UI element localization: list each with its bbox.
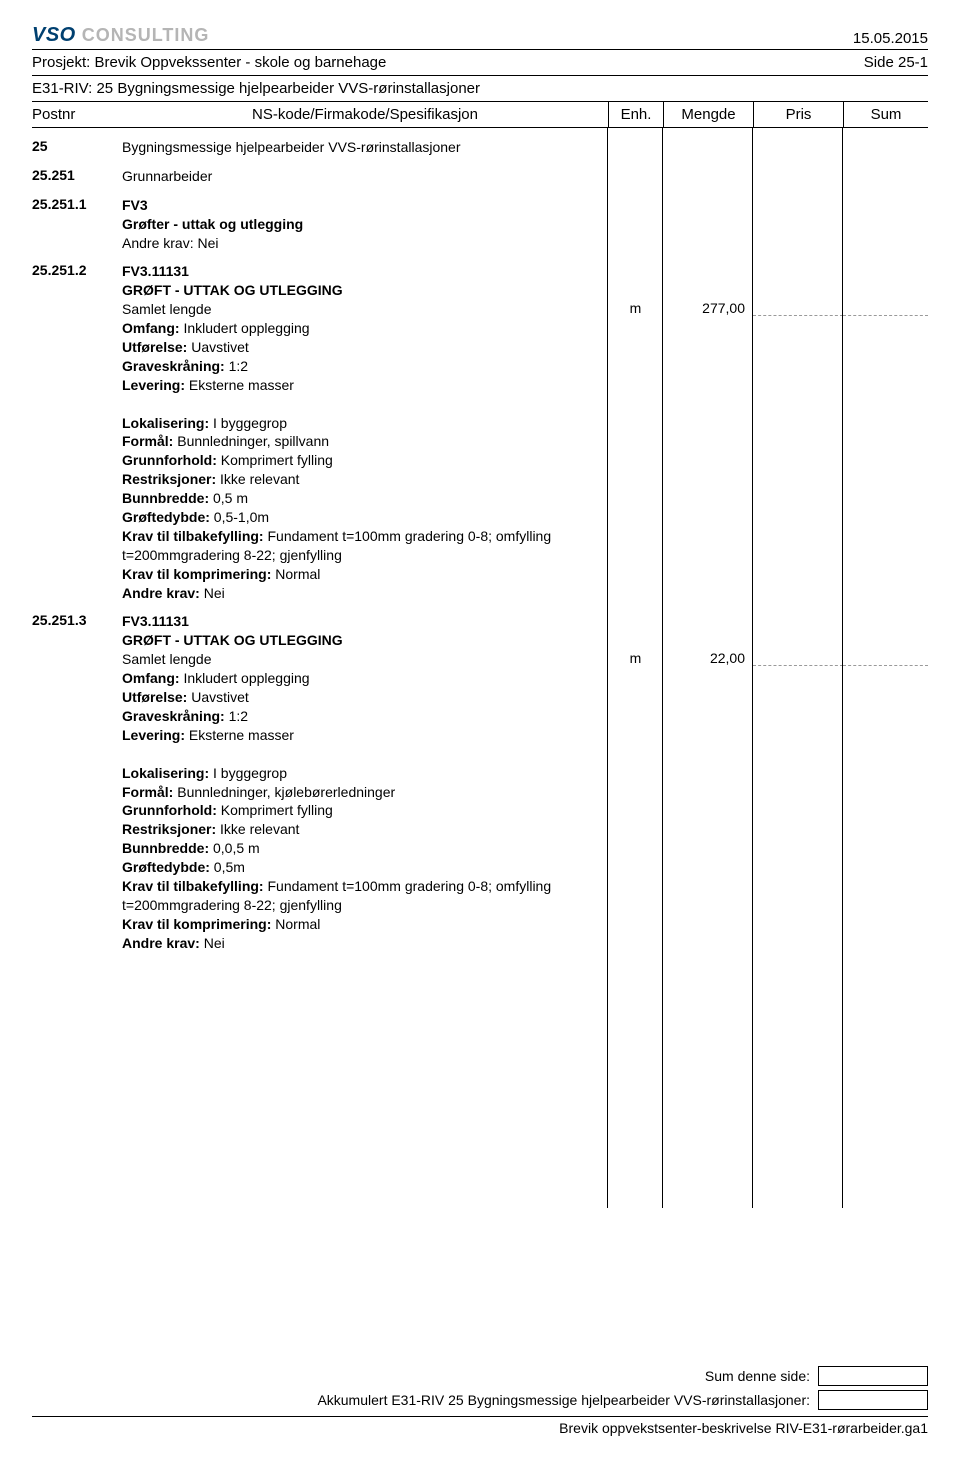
table-row: Omfang: Inkludert opplegging Utførelse: … xyxy=(32,669,928,952)
spec: FV3.11131 GRØFT - UTTAK OG UTLEGGING xyxy=(122,612,608,650)
table-row: 25.251.1 FV3 Grøfter - uttak og utleggin… xyxy=(32,186,928,253)
spec: FV3.11131 GRØFT - UTTAK OG UTLEGGING xyxy=(122,262,608,300)
acc-label: Akkumulert E31-RIV 25 Bygningsmessige hj… xyxy=(317,1392,810,1408)
postnr: 25.251.1 xyxy=(32,196,122,253)
header-top: VSO CONSULTING 15.05.2015 xyxy=(32,24,928,50)
col-sum: Sum xyxy=(843,102,928,127)
quantity: 22,00 xyxy=(663,650,753,669)
footer-acc-row: Akkumulert E31-RIV 25 Bygningsmessige hj… xyxy=(32,1390,928,1410)
price-cell xyxy=(753,300,843,319)
table-row: 25 Bygningsmessige hjelpearbeider VVS-rø… xyxy=(32,128,928,157)
table-row: Samlet lengde m 22,00 xyxy=(32,650,928,669)
logo-sub: CONSULTING xyxy=(82,25,210,46)
spec: Grunnarbeider xyxy=(122,167,608,186)
sum-page-label: Sum denne side: xyxy=(705,1368,810,1384)
unit: m xyxy=(608,650,663,669)
unit: m xyxy=(608,300,663,319)
spec-details: Omfang: Inkludert opplegging Utførelse: … xyxy=(122,669,608,952)
measure-label: Samlet lengde xyxy=(122,300,608,319)
acc-box xyxy=(818,1390,928,1410)
footer: Sum denne side: Akkumulert E31-RIV 25 By… xyxy=(32,1366,928,1436)
divider xyxy=(607,128,608,1208)
project-row: Prosjekt: Brevik Oppvekssenter - skole o… xyxy=(32,50,928,76)
section-label: E31-RIV: 25 Bygningsmessige hjelpearbeid… xyxy=(32,80,480,97)
table-row: 25.251 Grunnarbeider xyxy=(32,157,928,186)
divider xyxy=(662,128,663,1208)
sum-cell xyxy=(843,650,928,669)
footer-sum-row: Sum denne side: xyxy=(32,1366,928,1386)
sum-cell xyxy=(843,300,928,319)
spec: Bygningsmessige hjelpearbeider VVS-rørin… xyxy=(122,138,608,157)
spec-details: Omfang: Inkludert opplegging Utførelse: … xyxy=(122,319,608,602)
logo-main: VSO xyxy=(32,24,76,47)
col-pris: Pris xyxy=(753,102,843,127)
quantity: 277,00 xyxy=(663,300,753,319)
col-enh: Enh. xyxy=(608,102,663,127)
section-row: E31-RIV: 25 Bygningsmessige hjelpearbeid… xyxy=(32,76,928,102)
postnr: 25.251 xyxy=(32,167,122,186)
divider xyxy=(752,128,753,1208)
table-row: 25.251.3 FV3.11131 GRØFT - UTTAK OG UTLE… xyxy=(32,602,928,650)
divider xyxy=(842,128,843,1208)
header-date: 15.05.2015 xyxy=(853,30,928,47)
content-area: 25 Bygningsmessige hjelpearbeider VVS-rø… xyxy=(32,128,928,1208)
postnr: 25.251.3 xyxy=(32,612,122,650)
table-row: Omfang: Inkludert opplegging Utførelse: … xyxy=(32,319,928,602)
postnr: 25 xyxy=(32,138,122,157)
page-number: Side 25-1 xyxy=(864,54,928,71)
postnr: 25.251.2 xyxy=(32,262,122,300)
col-mengde: Mengde xyxy=(663,102,753,127)
col-spec: NS-kode/Firmakode/Spesifikasjon xyxy=(122,102,608,127)
table-header: Postnr NS-kode/Firmakode/Spesifikasjon E… xyxy=(32,102,928,128)
col-postnr: Postnr xyxy=(32,102,122,127)
footer-file: Brevik oppvekstsenter-beskrivelse RIV-E3… xyxy=(32,1416,928,1436)
price-cell xyxy=(753,650,843,669)
table-row: Samlet lengde m 277,00 xyxy=(32,300,928,319)
table-row: 25.251.2 FV3.11131 GRØFT - UTTAK OG UTLE… xyxy=(32,252,928,300)
measure-label: Samlet lengde xyxy=(122,650,608,669)
project-label: Prosjekt: Brevik Oppvekssenter - skole o… xyxy=(32,54,386,71)
spec: FV3 Grøfter - uttak og utlegging Andre k… xyxy=(122,196,608,253)
sum-page-box xyxy=(818,1366,928,1386)
logo: VSO CONSULTING xyxy=(32,24,209,47)
